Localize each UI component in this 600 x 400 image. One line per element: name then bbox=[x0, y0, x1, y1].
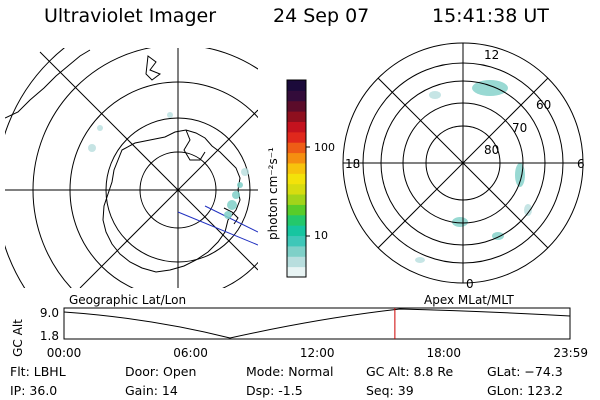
info-filter: Flt: LBHL bbox=[10, 364, 66, 379]
colorbar-band bbox=[287, 173, 306, 185]
colorbar-band bbox=[287, 90, 306, 102]
info-gain: Gain: 14 bbox=[125, 383, 178, 398]
aurora-patch bbox=[429, 91, 441, 99]
altitude-curve bbox=[63, 308, 571, 339]
timeline-x-tick-label: 23:59 bbox=[553, 346, 588, 360]
colorbar-band bbox=[287, 194, 306, 205]
info-mode: Mode: Normal bbox=[246, 364, 334, 379]
aurora-patch bbox=[472, 80, 508, 96]
info-gc-alt: GC Alt: 8.8 Re bbox=[366, 364, 454, 379]
mlat-label-80: 80 bbox=[484, 143, 499, 157]
meridian-line bbox=[39, 51, 179, 191]
aurora-patch bbox=[452, 217, 468, 227]
aurora-patch bbox=[88, 144, 96, 152]
magnetic-map: 80 70 60 12 18 6 0 bbox=[342, 42, 585, 291]
timeline-y-tick-bottom: 1.8 bbox=[40, 329, 59, 343]
mlt-label-6: 6 bbox=[577, 157, 585, 171]
aurora-patch bbox=[167, 112, 173, 118]
aurora-patch bbox=[524, 204, 532, 216]
info-glat: GLat: −74.3 bbox=[487, 364, 563, 379]
timeline-plot-frame bbox=[63, 307, 571, 340]
continent-coastline bbox=[5, 49, 91, 119]
info-seq: Seq: 39 bbox=[366, 383, 414, 398]
right-map-title: Apex MLat/MLT bbox=[424, 293, 514, 307]
info-glon: GLon: 123.2 bbox=[487, 383, 563, 398]
colorbar-band bbox=[287, 245, 306, 257]
aurora-patch bbox=[515, 163, 525, 187]
colorbar-band bbox=[287, 162, 306, 174]
colorbar-band bbox=[287, 225, 306, 237]
aurora-patch bbox=[232, 191, 240, 199]
timeline-y-tick-top: 9.0 bbox=[40, 306, 59, 320]
timeline-x-ticks: 00:00 06:00 12:00 18:00 23:59 bbox=[47, 346, 588, 360]
mlat-label-60: 60 bbox=[536, 98, 551, 112]
info-ip: IP: 36.0 bbox=[10, 383, 58, 398]
mlt-label-18: 18 bbox=[345, 157, 360, 171]
colorbar-band bbox=[287, 152, 306, 164]
colorbar-tick-100: 100 bbox=[314, 141, 335, 154]
colorbar-band bbox=[287, 111, 306, 122]
meridian-line bbox=[79, 189, 179, 288]
info-dsp: Dsp: -1.5 bbox=[246, 383, 303, 398]
timeline-x-tick-label: 06:00 bbox=[173, 346, 208, 360]
timeline-x-tick-label: 12:00 bbox=[300, 346, 335, 360]
colorbar-band bbox=[287, 100, 306, 112]
mlat-label-70: 70 bbox=[512, 121, 527, 135]
look-direction-line bbox=[177, 211, 258, 246]
colorbar-band bbox=[287, 204, 306, 216]
aurora-patch bbox=[97, 125, 103, 131]
colorbar-band bbox=[287, 235, 306, 247]
meridian-line bbox=[177, 189, 258, 271]
colorbar-band bbox=[287, 121, 306, 133]
left-map-title: Geographic Lat/Lon bbox=[69, 293, 186, 307]
look-direction-line bbox=[204, 205, 258, 233]
mlt-label-12: 12 bbox=[484, 48, 499, 62]
island-outline bbox=[145, 55, 162, 81]
colorbar-band bbox=[287, 256, 306, 268]
timeline-x-tick-label: 00:00 bbox=[47, 346, 82, 360]
mlt-label-0: 0 bbox=[466, 277, 474, 291]
observation-date: 24 Sep 07 bbox=[273, 5, 370, 27]
mlt-diagonal-line bbox=[377, 77, 549, 249]
colorbar-band bbox=[287, 131, 306, 143]
ice-shelf-line bbox=[183, 129, 206, 161]
colorbar-frame bbox=[286, 79, 307, 278]
aurora-patch bbox=[227, 200, 237, 210]
colorbar-unit-label: photon cm⁻²s⁻¹ bbox=[266, 147, 280, 240]
observation-time: 15:41:38 UT bbox=[432, 5, 549, 27]
colorbar bbox=[286, 79, 310, 278]
colorbar-band bbox=[287, 80, 306, 91]
aurora-patch bbox=[415, 257, 425, 263]
timeline-y-label: GC Alt bbox=[11, 319, 25, 357]
colorbar-band bbox=[287, 183, 306, 195]
aurora-patch bbox=[224, 211, 232, 219]
geographic-map bbox=[5, 48, 258, 288]
aurora-patch bbox=[237, 182, 243, 188]
aurora-patch bbox=[241, 168, 249, 176]
colorbar-band bbox=[287, 142, 306, 154]
colorbar-band bbox=[287, 214, 306, 226]
info-door: Door: Open bbox=[125, 364, 197, 379]
colorbar-tick-10: 10 bbox=[314, 229, 328, 242]
colorbar-band bbox=[287, 266, 306, 278]
instrument-title: Ultraviolet Imager bbox=[44, 5, 217, 27]
antarctica-coastline bbox=[102, 129, 241, 273]
timeline-x-tick-label: 18:00 bbox=[426, 346, 461, 360]
